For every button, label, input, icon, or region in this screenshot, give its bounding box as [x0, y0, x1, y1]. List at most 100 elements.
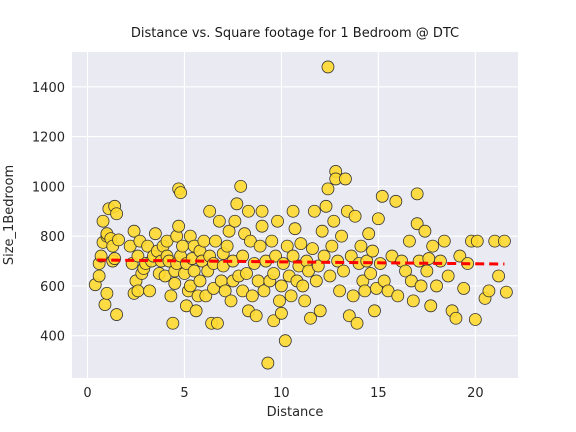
- data-point: [375, 189, 389, 203]
- data-point: [337, 264, 350, 278]
- chart-title: Distance vs. Square footage for 1 Bedroo…: [131, 26, 459, 41]
- data-point: [92, 269, 106, 283]
- data-point: [286, 204, 300, 218]
- data-point: [273, 294, 286, 308]
- y-axis-ticks: 400 600 800 1000 1200 1400: [32, 81, 65, 345]
- data-point: [498, 234, 511, 248]
- data-point: [112, 233, 125, 247]
- data-point: [168, 277, 182, 290]
- data-point: [245, 289, 259, 303]
- data-point: [100, 286, 114, 300]
- data-point: [269, 249, 283, 263]
- data-point: [234, 179, 248, 193]
- data-point: [222, 224, 236, 238]
- data-point: [350, 316, 364, 330]
- data-point: [249, 309, 263, 323]
- data-point: [406, 294, 420, 308]
- data-point: [441, 269, 455, 283]
- data-point: [284, 289, 298, 303]
- data-point: [267, 267, 281, 280]
- data-point: [108, 252, 122, 265]
- trend-line-path: [97, 258, 505, 266]
- data-point: [323, 269, 337, 283]
- data-point: [96, 214, 110, 228]
- data-point: [296, 279, 310, 293]
- data-point: [358, 284, 372, 298]
- data-point: [437, 234, 451, 248]
- y-tick-label: 1200: [32, 131, 65, 146]
- data-point: [342, 309, 356, 323]
- data-point: [470, 234, 484, 248]
- data-point: [110, 308, 123, 321]
- data-point: [307, 204, 321, 218]
- y-tick-label: 600: [40, 280, 65, 295]
- data-point: [257, 284, 271, 298]
- data-point: [321, 182, 335, 196]
- data-points: [88, 60, 513, 370]
- data-point: [110, 207, 123, 221]
- data-point: [212, 214, 226, 228]
- data-point: [434, 254, 447, 268]
- data-point: [148, 227, 162, 241]
- data-point: [304, 311, 317, 325]
- data-point: [247, 257, 261, 270]
- data-point: [348, 209, 362, 223]
- y-tick-label: 1400: [32, 81, 65, 96]
- data-point: [313, 304, 327, 318]
- data-point: [278, 334, 292, 348]
- data-point: [457, 282, 471, 295]
- data-point: [131, 284, 145, 298]
- data-point: [240, 267, 253, 280]
- data-point: [317, 249, 331, 263]
- y-tick-label: 800: [40, 230, 65, 245]
- data-point: [267, 314, 281, 328]
- data-point: [492, 269, 506, 283]
- data-point: [418, 224, 432, 238]
- data-point: [275, 306, 288, 320]
- data-point: [271, 214, 284, 228]
- y-axis-label: Size_1Bedroom: [2, 165, 17, 265]
- data-point: [187, 264, 201, 278]
- x-tick-label: 10: [273, 386, 290, 401]
- data-point: [127, 224, 141, 238]
- data-point: [333, 284, 347, 298]
- data-point: [224, 294, 238, 308]
- data-point: [362, 227, 376, 241]
- data-point: [319, 199, 333, 213]
- trend-line: [97, 258, 505, 266]
- data-point: [189, 304, 203, 318]
- data-point: [255, 219, 269, 233]
- data-point: [371, 212, 385, 226]
- data-point: [209, 234, 222, 248]
- data-point: [286, 249, 300, 263]
- x-tick-label: 0: [83, 386, 91, 401]
- y-tick-label: 400: [40, 330, 65, 345]
- data-point: [98, 298, 112, 311]
- data-point: [203, 204, 217, 218]
- data-point: [325, 239, 339, 253]
- data-point: [453, 249, 467, 263]
- data-point: [253, 239, 267, 253]
- data-point: [426, 239, 440, 253]
- data-point: [410, 217, 424, 231]
- data-point: [255, 204, 269, 218]
- data-point: [288, 222, 302, 236]
- data-point: [366, 244, 379, 258]
- data-point: [298, 294, 312, 308]
- data-point: [172, 219, 186, 233]
- data-point: [399, 264, 412, 278]
- data-point: [335, 229, 348, 243]
- data-point: [315, 224, 329, 238]
- data-point: [391, 289, 405, 303]
- data-point: [176, 239, 189, 253]
- data-point: [220, 239, 234, 253]
- data-point: [321, 60, 335, 74]
- data-point: [261, 356, 275, 370]
- data-point: [199, 289, 213, 303]
- grid: [72, 52, 518, 378]
- data-point: [327, 214, 341, 228]
- data-point: [230, 197, 244, 211]
- data-point: [482, 284, 496, 298]
- x-tick-label: 5: [180, 386, 188, 401]
- data-point: [164, 289, 178, 303]
